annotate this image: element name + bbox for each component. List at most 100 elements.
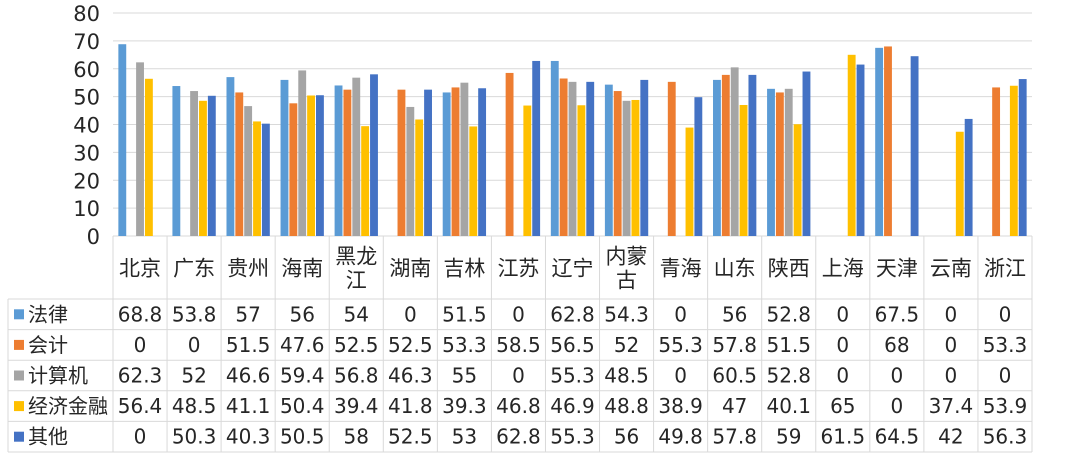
data-value-label: 56.3 bbox=[983, 425, 1028, 449]
bar bbox=[910, 56, 919, 236]
data-value-label: 57 bbox=[235, 302, 260, 326]
legend-label: 会计 bbox=[28, 333, 68, 357]
bar bbox=[289, 103, 298, 236]
bar bbox=[261, 123, 270, 236]
category-label: 上海 bbox=[822, 257, 864, 281]
category-label: 浙江 bbox=[984, 257, 1026, 281]
bar bbox=[478, 88, 487, 236]
bar bbox=[144, 78, 153, 236]
bar bbox=[730, 67, 739, 236]
data-value-label: 0 bbox=[945, 333, 958, 357]
bar bbox=[748, 74, 757, 236]
data-value-label: 65 bbox=[830, 394, 855, 418]
y-tick-label: 80 bbox=[73, 2, 100, 26]
y-tick-label: 40 bbox=[73, 114, 100, 138]
data-value-label: 53.3 bbox=[983, 333, 1028, 357]
bar bbox=[316, 95, 324, 236]
bar bbox=[451, 87, 460, 237]
legend-swatch bbox=[14, 339, 24, 350]
data-value-label: 0 bbox=[134, 425, 147, 449]
category-label: 江苏 bbox=[497, 257, 539, 281]
data-value-label: 0 bbox=[836, 333, 849, 357]
data-value-label: 56.5 bbox=[550, 333, 595, 357]
legend-swatch bbox=[14, 309, 24, 320]
data-value-label: 62.3 bbox=[118, 364, 163, 388]
y-tick-label: 60 bbox=[73, 58, 100, 82]
bar bbox=[721, 74, 730, 236]
bar bbox=[442, 92, 451, 236]
bar bbox=[532, 60, 541, 236]
data-value-label: 0 bbox=[188, 333, 201, 357]
bar bbox=[298, 70, 307, 236]
data-value-label: 53.3 bbox=[442, 333, 487, 357]
y-tick-label: 0 bbox=[87, 225, 100, 249]
bar bbox=[713, 79, 721, 237]
y-tick-label: 30 bbox=[73, 141, 100, 165]
data-value-label: 52 bbox=[614, 333, 639, 357]
data-value-label: 57.8 bbox=[712, 333, 757, 357]
category-label: 广东 bbox=[173, 257, 215, 281]
bar bbox=[307, 95, 316, 236]
legend-swatch bbox=[14, 431, 24, 442]
category-label: 青海 bbox=[660, 257, 702, 281]
bar bbox=[793, 124, 802, 236]
data-value-label: 53.8 bbox=[172, 302, 217, 326]
bar bbox=[244, 106, 253, 236]
data-value-label: 57.8 bbox=[712, 425, 757, 449]
bar bbox=[875, 47, 884, 236]
data-value-label: 40.1 bbox=[766, 394, 811, 418]
bar bbox=[352, 77, 361, 236]
data-value-label: 41.8 bbox=[388, 394, 433, 418]
data-value-label: 0 bbox=[999, 302, 1012, 326]
data-value-label: 68.8 bbox=[118, 302, 163, 326]
data-value-label: 46.6 bbox=[226, 364, 271, 388]
bar bbox=[199, 100, 207, 237]
data-value-label: 47 bbox=[722, 394, 747, 418]
data-value-label: 56.4 bbox=[118, 394, 163, 418]
bar bbox=[775, 92, 784, 236]
bar bbox=[406, 106, 415, 236]
data-value-label: 42 bbox=[938, 425, 963, 449]
category-label: 贵州 bbox=[227, 257, 269, 281]
data-value-label: 0 bbox=[512, 364, 525, 388]
bar bbox=[784, 88, 793, 236]
data-value-label: 0 bbox=[890, 394, 903, 418]
bar bbox=[622, 100, 631, 237]
data-value-label: 46.9 bbox=[550, 394, 595, 418]
data-value-label: 0 bbox=[836, 364, 849, 388]
category-label: 辽宁 bbox=[552, 257, 594, 281]
bar bbox=[415, 119, 424, 236]
data-value-label: 48.8 bbox=[604, 394, 649, 418]
data-value-label: 47.6 bbox=[280, 333, 325, 357]
category-label: 陕西 bbox=[768, 257, 810, 281]
category-label: 内蒙古 bbox=[606, 245, 648, 293]
data-value-label: 0 bbox=[890, 364, 903, 388]
bar bbox=[802, 71, 811, 236]
data-value-label: 52.5 bbox=[334, 333, 379, 357]
data-value-label: 48.5 bbox=[604, 364, 649, 388]
data-value-label: 56 bbox=[722, 302, 747, 326]
y-tick-label: 10 bbox=[73, 197, 100, 221]
bar bbox=[884, 46, 892, 237]
data-value-label: 39.4 bbox=[334, 394, 379, 418]
bar bbox=[469, 126, 478, 236]
legend-label: 经济金融 bbox=[28, 394, 108, 418]
bar bbox=[631, 99, 640, 236]
bar bbox=[568, 81, 577, 236]
bar bbox=[253, 121, 261, 236]
bar bbox=[343, 89, 352, 236]
data-value-label: 51.5 bbox=[766, 333, 811, 357]
data-value-label: 56 bbox=[289, 302, 314, 326]
data-value-label: 58.5 bbox=[496, 333, 541, 357]
category-label: 黑龙江 bbox=[335, 245, 377, 293]
bar bbox=[235, 92, 244, 236]
bar bbox=[955, 131, 964, 236]
bar bbox=[1009, 85, 1018, 236]
data-value-label: 38.9 bbox=[658, 394, 703, 418]
data-value-label: 52.5 bbox=[388, 333, 433, 357]
data-value-label: 51.5 bbox=[442, 302, 487, 326]
data-value-label: 37.4 bbox=[929, 394, 974, 418]
category-label: 湖南 bbox=[389, 257, 431, 281]
bar bbox=[207, 95, 216, 236]
